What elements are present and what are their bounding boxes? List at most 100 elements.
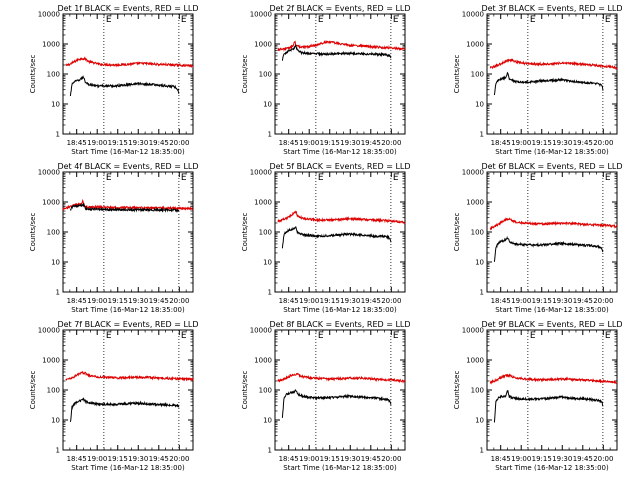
x-tick-label: 19:15 xyxy=(108,139,128,147)
x-tick-label: 19:30 xyxy=(552,139,572,147)
y-tick-label: 10000 xyxy=(462,327,484,335)
y-axis-label: Counts/sec xyxy=(241,55,249,94)
y-tick-label: 1000 xyxy=(42,357,60,365)
events-series-line xyxy=(493,390,604,423)
x-tick-label: 19:30 xyxy=(128,455,148,463)
lld-series-line xyxy=(489,217,618,231)
lld-series-line xyxy=(277,40,406,52)
y-tick-label: 10000 xyxy=(250,169,272,177)
y-tick-label: 10000 xyxy=(38,11,60,19)
event-marker-label: E xyxy=(605,331,611,341)
events-series-line xyxy=(281,389,392,418)
y-tick-label: 10 xyxy=(263,101,272,109)
x-tick-label: 19:00 xyxy=(511,139,531,147)
y-axis-label: Counts/sec xyxy=(29,55,37,94)
x-axis-label: Start Time (16-Mar-12 18:35:00) xyxy=(495,464,609,472)
chart-panel-6: Det 6f BLACK = Events, RED = LLD 1 10 100 10… xyxy=(453,162,623,314)
x-tick-label: 19:15 xyxy=(320,139,340,147)
lld-series-line xyxy=(277,210,406,225)
y-tick-label: 10000 xyxy=(250,327,272,335)
chart-title: Det 3f BLACK = Events, RED = LLD xyxy=(481,4,622,13)
x-axis-label: Start Time (16-Mar-12 18:35:00) xyxy=(71,306,185,314)
x-tick-label: 18:45 xyxy=(67,455,87,463)
x-tick-label: 20:00 xyxy=(169,297,189,305)
x-tick-label: 19:15 xyxy=(532,297,552,305)
x-axis-label: Start Time (16-Mar-12 18:35:00) xyxy=(495,148,609,156)
x-tick-label: 19:00 xyxy=(87,297,107,305)
event-marker-label: E xyxy=(393,331,399,341)
x-tick-label: 18:45 xyxy=(279,297,299,305)
y-tick-label: 1000 xyxy=(254,199,272,207)
lld-series-line xyxy=(277,372,406,384)
x-tick-label: 20:00 xyxy=(381,139,401,147)
x-tick-label: 19:30 xyxy=(128,139,148,147)
y-tick-label: 10000 xyxy=(38,327,60,335)
y-axis-label: Counts/sec xyxy=(29,213,37,252)
chart-title: Det 5f BLACK = Events, RED = LLD xyxy=(269,162,410,171)
y-tick-label: 100 xyxy=(471,71,484,79)
x-tick-label: 18:45 xyxy=(67,297,87,305)
plot-frame xyxy=(274,329,406,451)
y-tick-label: 10 xyxy=(263,259,272,267)
y-tick-label: 10000 xyxy=(38,169,60,177)
y-tick-label: 100 xyxy=(471,229,484,237)
x-tick-label: 19:45 xyxy=(573,297,593,305)
chart-panel-4: Det 4f BLACK = Events, RED = LLD 1 10 100 10… xyxy=(29,162,199,314)
x-tick-label: 19:00 xyxy=(87,139,107,147)
y-tick-label: 1 xyxy=(56,131,60,139)
y-tick-label: 1000 xyxy=(466,41,484,49)
y-tick-label: 10 xyxy=(263,417,272,425)
y-tick-label: 1000 xyxy=(254,357,272,365)
x-tick-label: 19:30 xyxy=(340,139,360,147)
event-marker-label: E xyxy=(106,331,112,341)
plot-frame xyxy=(486,13,618,135)
x-tick-label: 19:30 xyxy=(552,455,572,463)
x-tick-label: 19:45 xyxy=(149,297,169,305)
event-marker-label: E xyxy=(530,173,536,183)
y-tick-label: 1 xyxy=(480,289,484,297)
x-tick-label: 19:30 xyxy=(340,455,360,463)
event-marker-label: E xyxy=(393,15,399,25)
y-tick-label: 10 xyxy=(51,259,60,267)
y-tick-label: 1 xyxy=(480,131,484,139)
chart-panel-7: Det 7f BLACK = Events, RED = LLD 1 10 100 10… xyxy=(29,320,199,472)
plot-frame xyxy=(62,13,194,135)
x-axis-label: Start Time (16-Mar-12 18:35:00) xyxy=(71,464,185,472)
events-series-line xyxy=(69,397,180,422)
events-series-line xyxy=(281,226,392,249)
x-axis-label: Start Time (16-Mar-12 18:35:00) xyxy=(71,148,185,156)
x-tick-label: 20:00 xyxy=(169,455,189,463)
chart-panel-8: Det 8f BLACK = Events, RED = LLD 1 10 100 10… xyxy=(241,320,411,472)
x-tick-label: 19:15 xyxy=(532,455,552,463)
event-marker-label: E xyxy=(181,331,187,341)
x-tick-label: 19:45 xyxy=(149,139,169,147)
x-tick-label: 19:00 xyxy=(299,139,319,147)
chart-panel-5: Det 5f BLACK = Events, RED = LLD 1 10 100 10… xyxy=(241,162,411,314)
x-tick-label: 18:45 xyxy=(279,139,299,147)
chart-title: Det 4f BLACK = Events, RED = LLD xyxy=(57,162,198,171)
x-tick-label: 19:30 xyxy=(340,297,360,305)
event-marker-label: E xyxy=(318,331,324,341)
y-tick-label: 100 xyxy=(47,229,60,237)
x-tick-label: 18:45 xyxy=(67,139,87,147)
y-tick-label: 10000 xyxy=(250,11,272,19)
y-tick-label: 10 xyxy=(51,101,60,109)
x-tick-label: 19:45 xyxy=(149,455,169,463)
plot-frame xyxy=(274,13,406,135)
y-tick-label: 100 xyxy=(471,387,484,395)
x-tick-label: 18:45 xyxy=(491,297,511,305)
y-tick-label: 1000 xyxy=(466,357,484,365)
y-axis-label: Counts/sec xyxy=(453,213,461,252)
y-tick-label: 1 xyxy=(268,131,272,139)
y-tick-label: 1 xyxy=(56,447,60,455)
y-tick-label: 1 xyxy=(268,289,272,297)
x-tick-label: 18:45 xyxy=(491,455,511,463)
event-marker-label: E xyxy=(530,15,536,25)
y-tick-label: 100 xyxy=(259,387,272,395)
y-axis-label: Counts/sec xyxy=(241,371,249,410)
y-tick-label: 1000 xyxy=(466,199,484,207)
events-series-line xyxy=(493,235,604,262)
x-tick-label: 19:45 xyxy=(361,139,381,147)
x-axis-label: Start Time (16-Mar-12 18:35:00) xyxy=(495,306,609,314)
